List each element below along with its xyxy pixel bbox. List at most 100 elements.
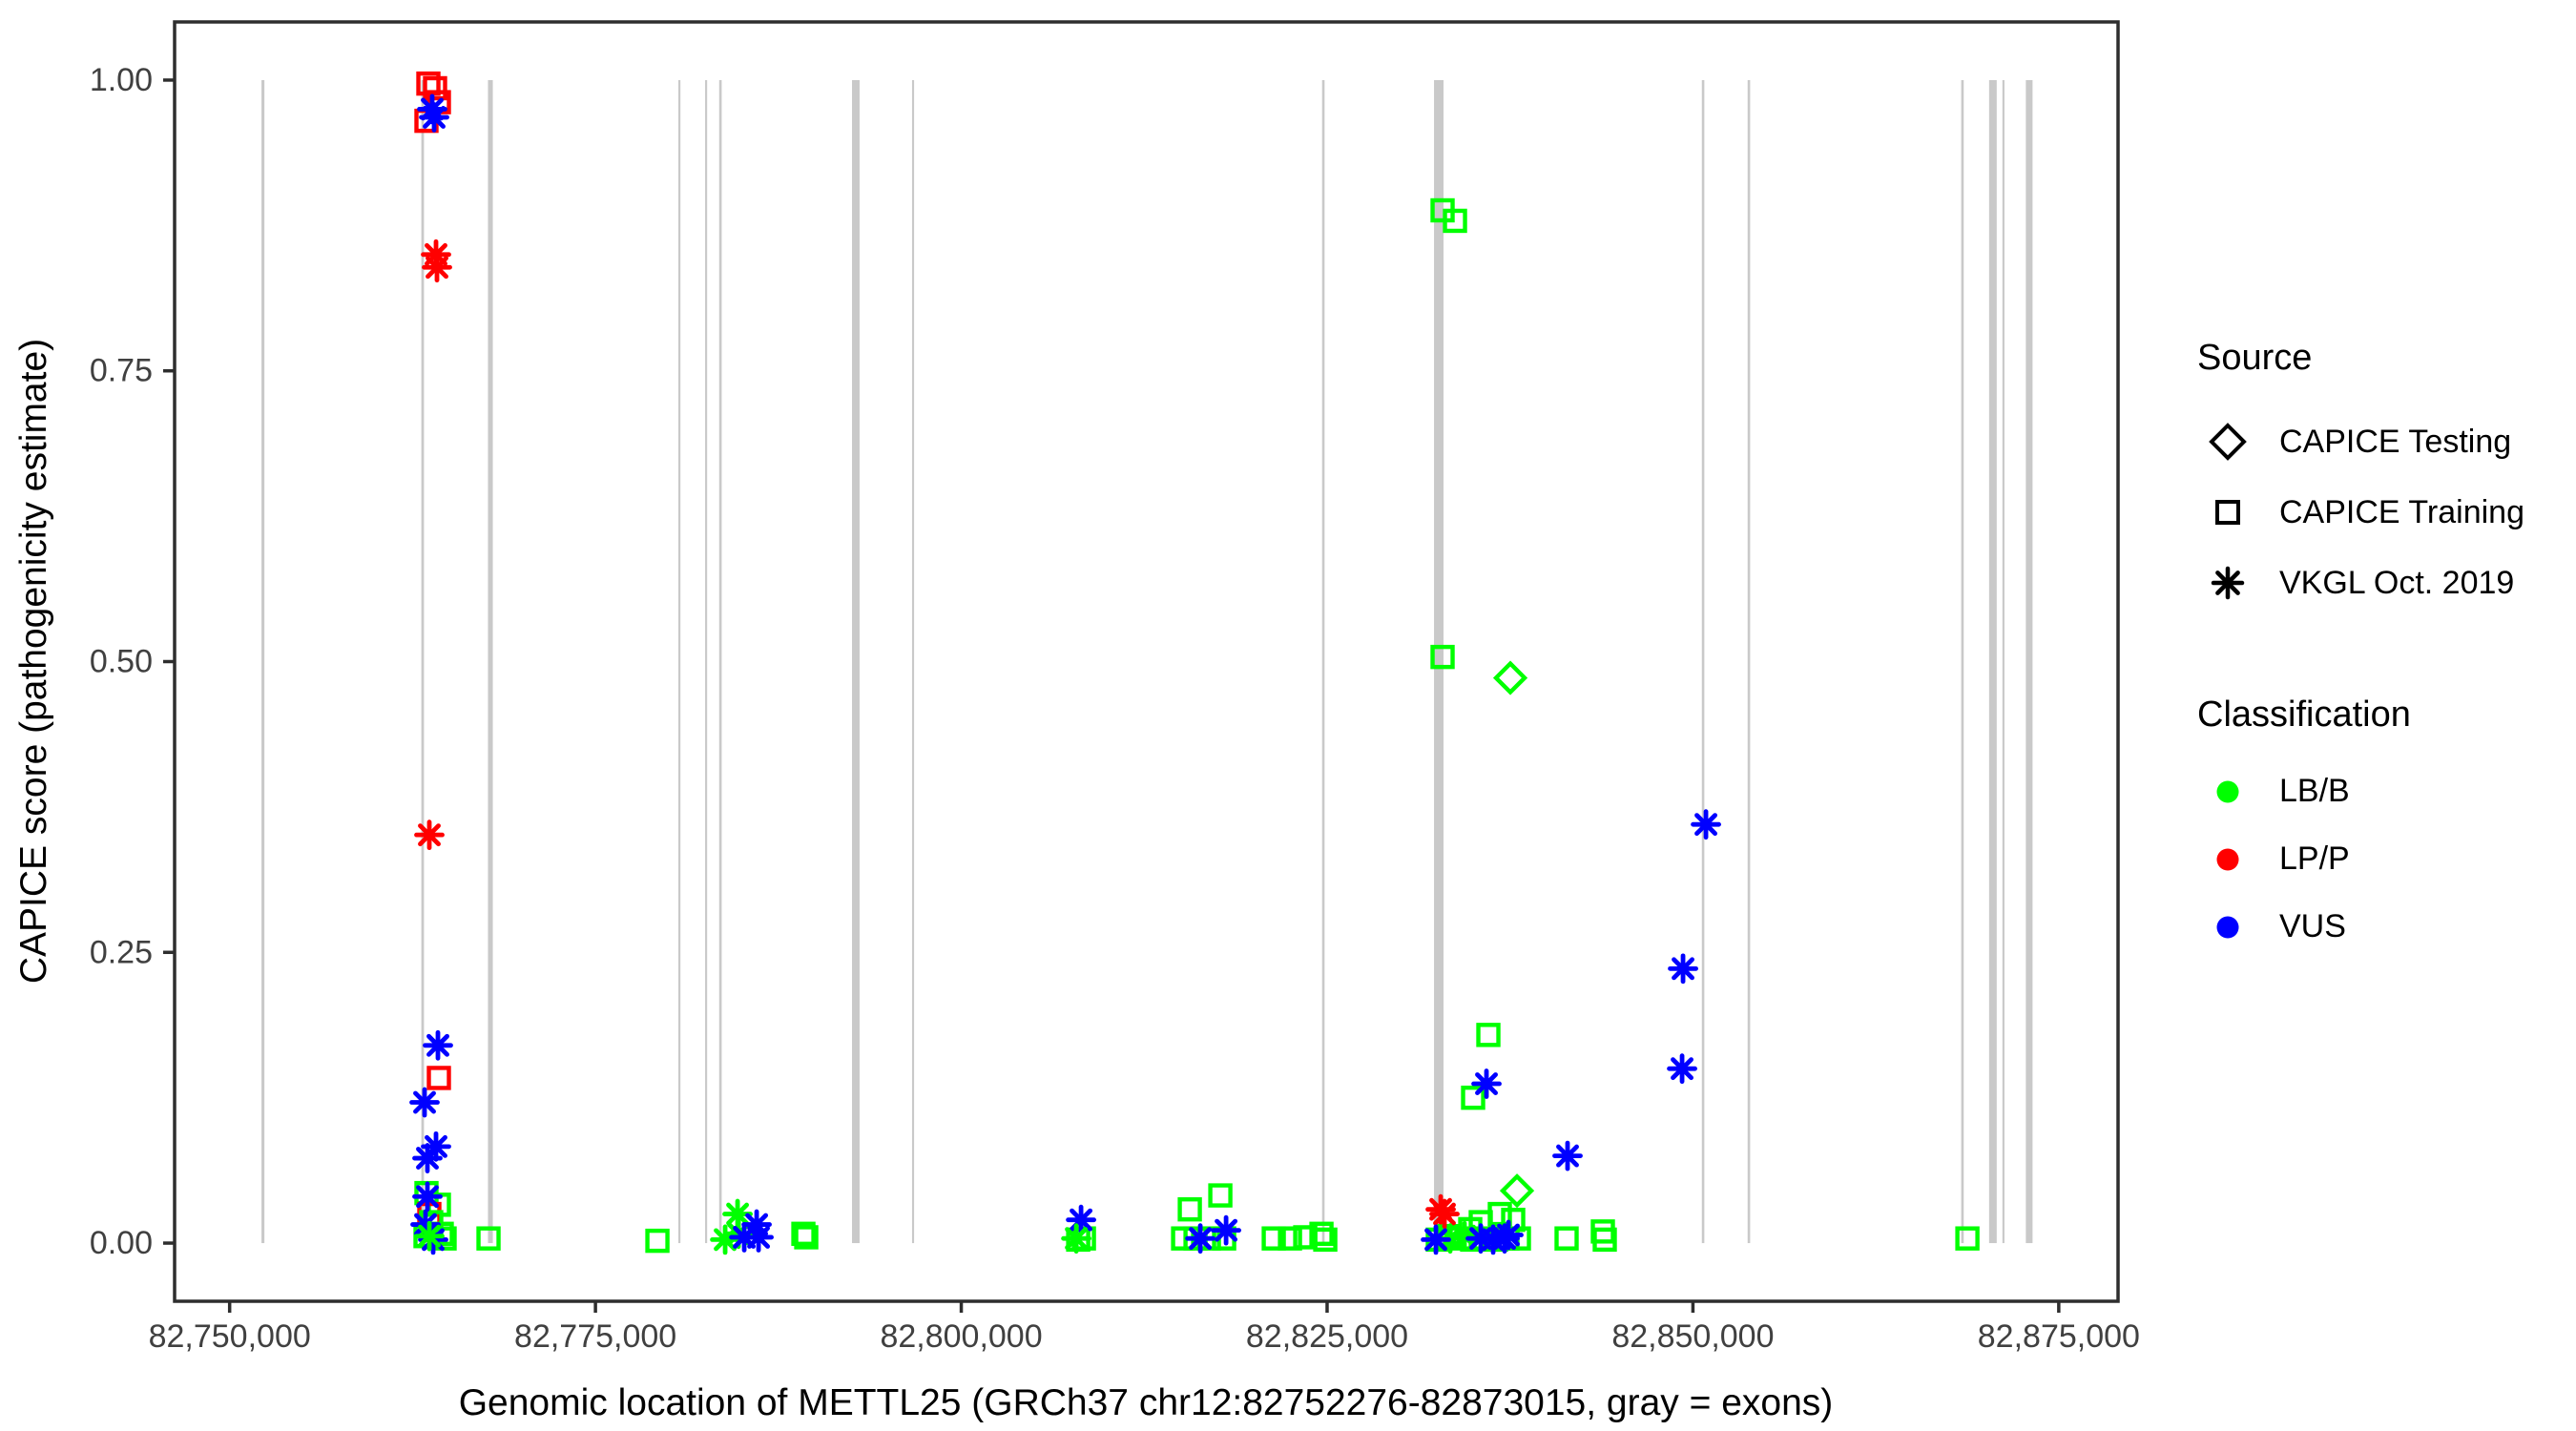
x-axis: 82,750,000 82,775,000 82,800,000 82,825,000… — [149, 1301, 2140, 1355]
data-point — [414, 819, 445, 851]
legend-item-capice-training: CAPICE Training — [2197, 477, 2569, 548]
exon-bar — [1747, 79, 1751, 1244]
legend-item-vus: VUS — [2197, 893, 2569, 961]
data-point — [743, 1222, 774, 1253]
data-point — [414, 1220, 445, 1252]
data-point — [422, 252, 452, 283]
x-axis-title: Genomic location of METTL25 (GRCh37 chr1… — [459, 1382, 1834, 1423]
exon-bar — [705, 79, 708, 1244]
square-icon — [2197, 486, 2258, 539]
y-tick-label: 0.25 — [90, 934, 153, 970]
exon-bar — [2025, 79, 2033, 1244]
data-point — [1430, 644, 1455, 670]
data-point — [1476, 1023, 1501, 1047]
exon-bar — [678, 79, 681, 1244]
data-point — [791, 1221, 816, 1246]
legend-item-vkgl: VKGL Oct. 2019 — [2197, 548, 2569, 618]
data-point — [1066, 1204, 1096, 1235]
x-tick-label: 82,800,000 — [880, 1318, 1042, 1355]
data-point — [1492, 660, 1528, 695]
y-tick-label: 0.00 — [90, 1225, 153, 1261]
legend-item-lbb: LB/B — [2197, 757, 2569, 825]
legend-item-label: VKGL Oct. 2019 — [2279, 564, 2515, 601]
data-point — [1461, 1085, 1485, 1110]
legend-item-label: LB/B — [2279, 773, 2350, 809]
exon-bar — [421, 79, 425, 1244]
exon-bar — [718, 79, 722, 1244]
data-point — [412, 1143, 443, 1173]
data-point — [426, 1066, 451, 1090]
data-point — [1471, 1068, 1502, 1099]
legend-item-capice-testing: CAPICE Testing — [2197, 406, 2569, 477]
exon-bar — [1988, 79, 1997, 1244]
data-point — [1208, 1183, 1233, 1208]
data-point — [423, 1029, 453, 1061]
diamond-icon — [2197, 415, 2258, 468]
data-point — [1667, 1053, 1697, 1085]
data-point — [1554, 1226, 1579, 1251]
data-point — [423, 75, 447, 101]
legend-item-label: CAPICE Training — [2279, 493, 2524, 530]
legend-item-label: LP/P — [2279, 840, 2350, 877]
data-point — [1177, 1196, 1202, 1222]
data-point — [1421, 1224, 1451, 1255]
exon-bar — [911, 79, 915, 1244]
exon-bar — [1961, 79, 1964, 1244]
y-axis: 0.00 0.25 0.50 0.75 1.00 — [90, 62, 175, 1261]
exon-bar — [852, 79, 860, 1244]
x-tick-label: 82,825,000 — [1246, 1318, 1408, 1355]
y-tick-label: 0.75 — [90, 353, 153, 389]
data-point — [1211, 1214, 1241, 1246]
data-point — [1691, 809, 1721, 840]
red-dot-icon — [2197, 833, 2258, 886]
legend-item-lpp: LP/P — [2197, 825, 2569, 893]
exon-bar — [1321, 79, 1325, 1244]
data-point — [1499, 1173, 1535, 1209]
legend-item-label: VUS — [2279, 908, 2346, 944]
plot-panel-border — [173, 20, 2120, 1303]
asterisk-icon — [2197, 556, 2258, 610]
data-point — [710, 1224, 740, 1255]
x-tick-label: 82,875,000 — [1978, 1318, 2140, 1355]
y-axis-title: CAPICE score (pathogenicity estimate) — [13, 339, 54, 984]
exon-bar — [261, 79, 265, 1244]
data-point — [1668, 953, 1698, 985]
legend: Source CAPICE Testing CAPICE Training — [2197, 336, 2569, 961]
y-tick-label: 1.00 — [90, 62, 153, 98]
data-point — [645, 1228, 670, 1254]
exon-bar — [2002, 79, 2005, 1244]
data-point — [1443, 208, 1467, 234]
blue-dot-icon — [2197, 901, 2258, 954]
data-point — [1955, 1226, 1980, 1251]
exon-bars — [261, 79, 2033, 1244]
data-point — [419, 102, 449, 133]
data-point — [409, 1087, 440, 1118]
x-tick-label: 82,775,000 — [514, 1318, 676, 1355]
data-point — [1309, 1221, 1334, 1246]
data-point — [1592, 1227, 1617, 1253]
legend-item-label: CAPICE Testing — [2279, 423, 2512, 460]
data-point — [1313, 1227, 1338, 1253]
green-dot-icon — [2197, 765, 2258, 819]
data-point — [1493, 1219, 1524, 1251]
exon-bar — [1701, 79, 1705, 1244]
legend-classification-title: Classification — [2197, 695, 2411, 735]
data-point — [794, 1225, 819, 1250]
data-point — [1278, 1226, 1302, 1251]
exon-bar — [488, 79, 493, 1244]
data-point — [1185, 1223, 1215, 1255]
data-point — [1552, 1140, 1583, 1172]
y-tick-label: 0.50 — [90, 644, 153, 680]
data-point — [412, 1181, 443, 1213]
legend-source-title: Source — [2197, 338, 2313, 378]
data-points — [409, 71, 1980, 1255]
x-tick-label: 82,750,000 — [149, 1318, 311, 1355]
data-point — [476, 1226, 501, 1251]
exon-bar — [1434, 79, 1444, 1244]
data-point — [1429, 1198, 1460, 1230]
data-point — [1061, 1223, 1091, 1255]
data-point — [1261, 1226, 1286, 1251]
x-tick-label: 82,850,000 — [1611, 1318, 1774, 1355]
